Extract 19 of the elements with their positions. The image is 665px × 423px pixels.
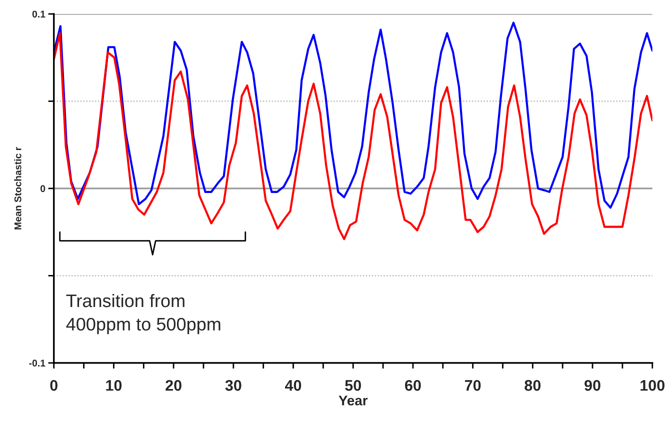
- x-tick-label: 20: [166, 380, 182, 391]
- x-tick-label: 90: [584, 380, 600, 391]
- line-series: [54, 32, 652, 240]
- x-tick-label: 60: [405, 380, 421, 391]
- line-series: [54, 22, 652, 209]
- x-tick-label: 30: [225, 380, 242, 391]
- x-tick-label: 100: [640, 380, 664, 391]
- y-tick-label: 0: [40, 185, 46, 192]
- x-tick-label: 10: [106, 380, 122, 391]
- x-axis-title: Year: [338, 396, 368, 406]
- y-tick-label: 0.1: [32, 10, 46, 18]
- x-tick-label: 0: [50, 380, 58, 391]
- y-tick-label: -0.1: [29, 360, 46, 367]
- x-tick-label: 80: [524, 380, 541, 391]
- x-tick-label: 40: [285, 380, 302, 391]
- x-tick-label: 70: [464, 380, 481, 391]
- annotation: Transition from 400ppm to 500ppm: [66, 294, 220, 334]
- x-tick-label: 50: [345, 380, 361, 391]
- y-axis-title: Mean Stochastic r: [14, 146, 22, 230]
